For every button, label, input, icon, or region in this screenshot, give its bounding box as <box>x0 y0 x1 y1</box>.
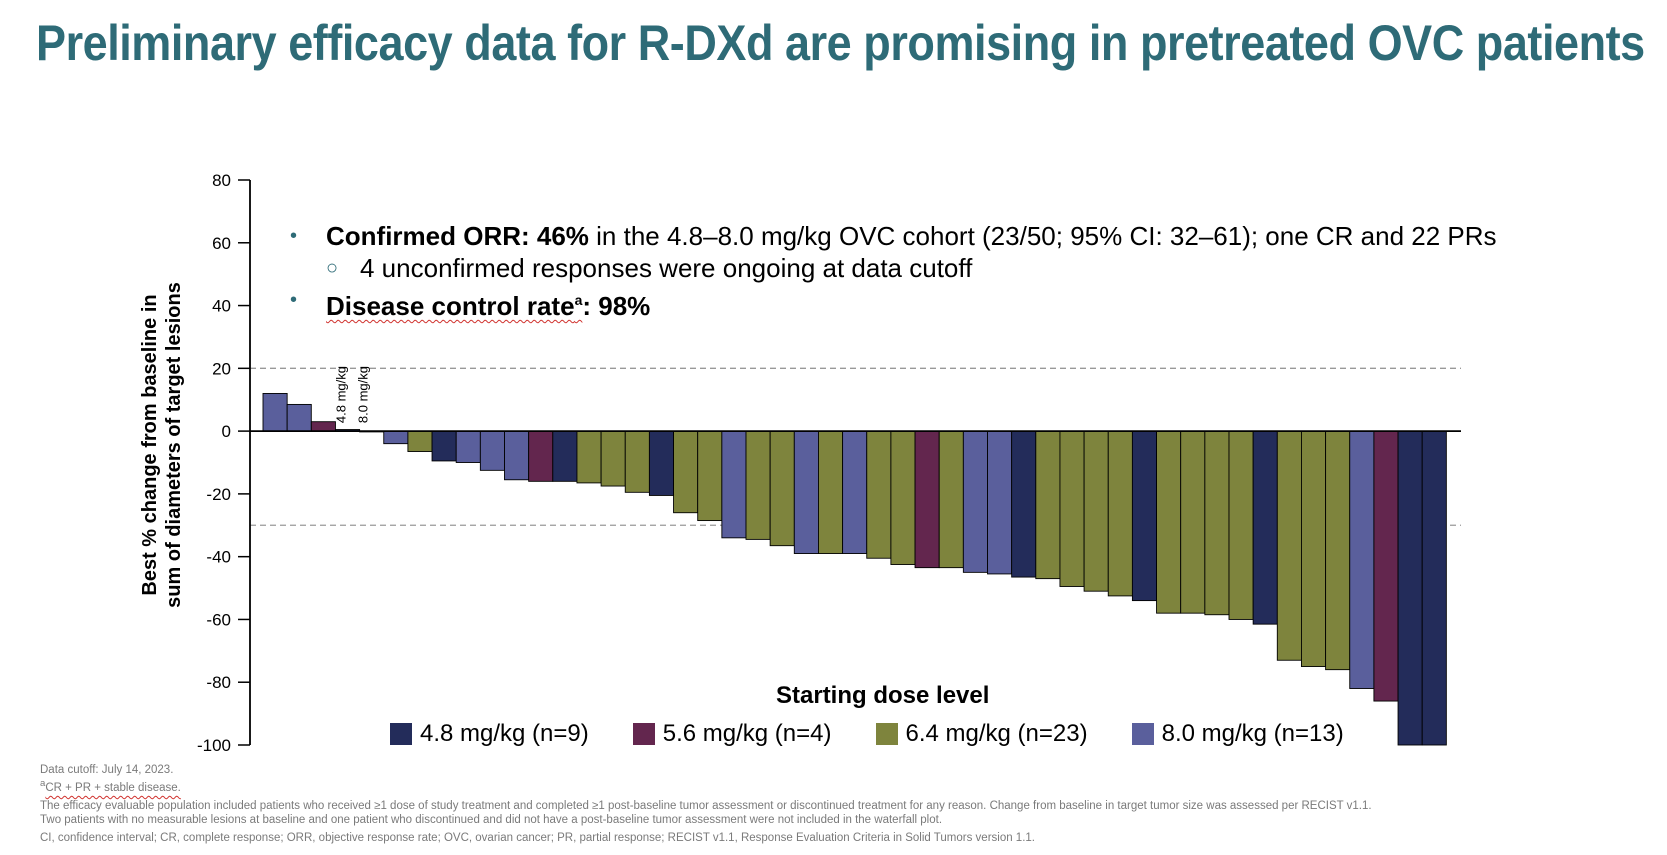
bar <box>673 430 699 514</box>
legend-swatch <box>390 723 412 745</box>
y-tick-label: -20 <box>206 485 231 504</box>
y-tick-label: -80 <box>206 673 231 692</box>
legend-label: 5.6 mg/kg (n=4) <box>662 720 832 747</box>
footnote-dcr: aCR + PR + stable disease. <box>40 778 181 794</box>
y-tick-label: -60 <box>206 610 231 629</box>
bar <box>721 430 747 539</box>
bullet-orr-text: in the 4.8–8.0 mg/kg OVC cohort (23/50; … <box>588 221 1497 251</box>
bar <box>1228 430 1254 620</box>
bullet-dot: • <box>290 289 298 311</box>
y-tick-label: -100 <box>197 736 231 755</box>
bar <box>769 430 795 547</box>
y-tick-label: 80 <box>212 171 231 190</box>
bar <box>1059 430 1085 587</box>
bullet-unconfirmed-text: 4 unconfirmed responses were ongoing at … <box>360 253 973 283</box>
bar <box>286 403 312 432</box>
y-tick-label: -40 <box>206 548 231 567</box>
bar <box>914 430 940 569</box>
y-tick-label: 0 <box>222 422 231 441</box>
bar <box>987 430 1013 575</box>
bar <box>697 430 723 522</box>
bar <box>576 430 602 484</box>
legend-swatch <box>1131 723 1154 745</box>
legend-title: Starting dose level <box>776 682 990 709</box>
bullet-dcr-value: : 98% <box>582 291 651 321</box>
y-tick-label: 40 <box>212 297 231 316</box>
legend-item: 8.0 mg/kg (n=13) <box>1131 720 1344 748</box>
bullet-orr: • Confirmed ORR: 46% in the 4.8–8.0 mg/k… <box>290 220 1497 252</box>
bar <box>407 430 433 452</box>
dose-annotation: 4.8 mg/kg <box>334 366 349 423</box>
bar <box>938 430 964 569</box>
dose-annotation: 8.0 mg/kg <box>356 366 371 423</box>
bar <box>1397 430 1423 746</box>
bar <box>962 430 988 573</box>
bar <box>648 430 675 496</box>
footnotes: Data cutoff: July 14, 2023. aCR + PR + s… <box>40 763 1640 845</box>
bar <box>383 430 409 445</box>
bullet-unconfirmed: ○ 4 unconfirmed responses were ongoing a… <box>290 252 1497 284</box>
bar <box>1204 430 1230 616</box>
key-findings: • Confirmed ORR: 46% in the 4.8–8.0 mg/k… <box>290 220 1497 322</box>
bar <box>1421 430 1447 746</box>
bar <box>866 430 892 559</box>
footnote-abbreviations: CI, confidence interval; CR, complete re… <box>40 831 1035 844</box>
bar <box>1083 430 1109 592</box>
bar <box>431 430 457 462</box>
legend-item: 6.4 mg/kg (n=23) <box>875 720 1088 748</box>
page-title: Preliminary efficacy data for R-DXd are … <box>36 15 1645 71</box>
footnote-excluded: Two patients with no measurable lesions … <box>40 813 943 826</box>
bullet-dot: • <box>290 225 298 247</box>
bar <box>1180 430 1206 614</box>
legend-swatch <box>875 723 898 745</box>
bar <box>1107 430 1133 597</box>
bar <box>842 430 868 554</box>
bar <box>455 430 481 463</box>
bullet-dcr: • Disease control ratea: 98% <box>290 284 1497 322</box>
legend-swatch <box>632 723 655 745</box>
footnote-population: The efficacy evaluable population includ… <box>40 799 1372 812</box>
y-tick-label: 60 <box>212 234 231 253</box>
bar <box>479 430 505 471</box>
footnote-cutoff: Data cutoff: July 14, 2023. <box>40 764 174 776</box>
legend: 4.8 mg/kg (n=9) 5.6 mg/kg (n=4) 6.4 mg/kg … <box>390 720 1388 748</box>
bar <box>310 421 336 432</box>
bar <box>1252 430 1278 625</box>
bar <box>624 430 650 493</box>
bullet-dcr-label: Disease control ratea <box>326 291 583 321</box>
bar <box>890 430 916 565</box>
y-tick-label: 20 <box>212 359 231 378</box>
sub-bullet-dot: ○ <box>326 257 339 279</box>
bar <box>504 430 530 481</box>
bar <box>1276 430 1302 661</box>
bar <box>793 430 819 554</box>
bar <box>1156 430 1182 614</box>
bar <box>818 430 844 554</box>
bar <box>600 430 626 487</box>
bar <box>1011 430 1037 578</box>
bar <box>262 392 288 432</box>
legend-item: 4.8 mg/kg (n=9) <box>390 720 589 748</box>
bar <box>528 430 554 482</box>
legend-item: 5.6 mg/kg (n=4) <box>632 720 832 748</box>
bar <box>1131 430 1158 602</box>
bar <box>1373 430 1399 702</box>
legend-label: 8.0 mg/kg (n=13) <box>1161 720 1344 747</box>
legend-label: 6.4 mg/kg (n=23) <box>905 720 1088 747</box>
bar <box>1300 430 1327 667</box>
bullet-orr-bold: Confirmed ORR: 46% <box>326 221 589 251</box>
bar <box>1349 430 1375 689</box>
bar <box>1325 430 1351 671</box>
bar <box>745 430 771 540</box>
bar <box>1035 430 1061 580</box>
legend-label: 4.8 mg/kg (n=9) <box>420 720 589 747</box>
bar <box>552 430 578 482</box>
